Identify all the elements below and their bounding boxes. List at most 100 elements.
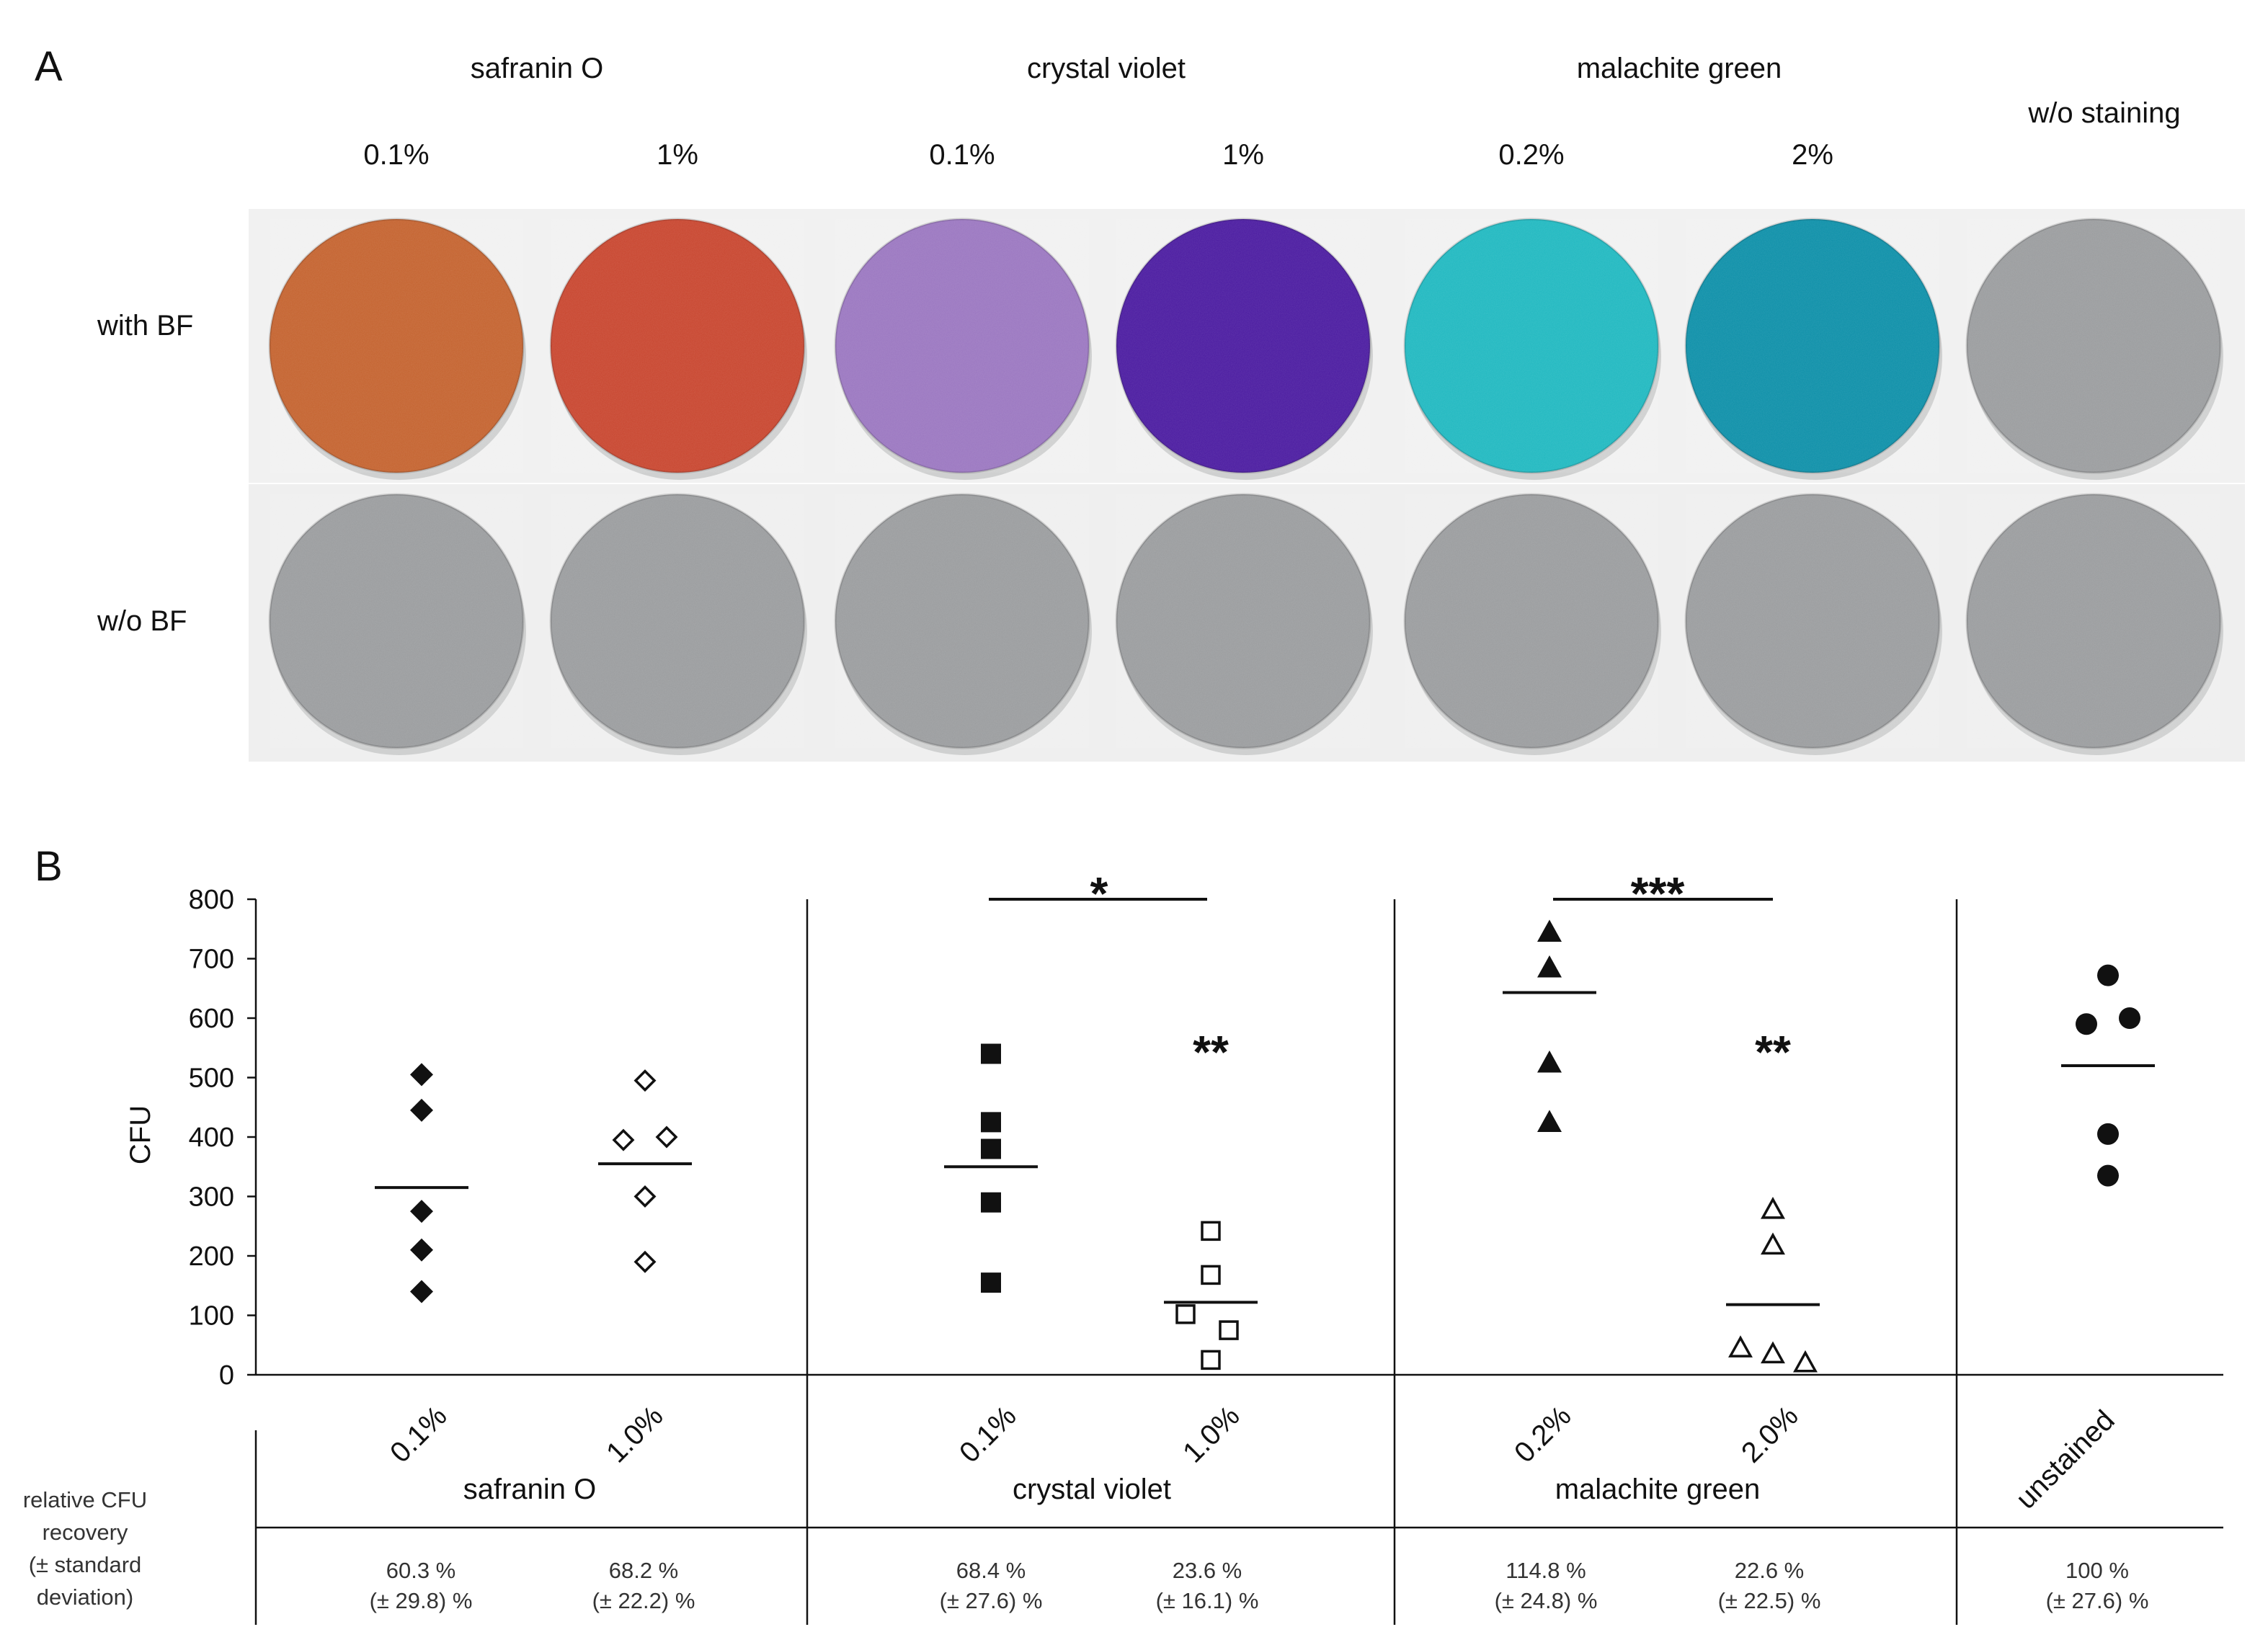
y-tick-label: 600 xyxy=(189,1004,234,1034)
data-point xyxy=(1537,919,1562,942)
chart-axes: CFU 0 100 200 300 400 500 600 700 800 xyxy=(125,885,2223,1625)
y-tick-label: 200 xyxy=(189,1241,234,1272)
disc-photo-with-bf-1 xyxy=(549,218,807,480)
stat-malachite-low-sd: (± 24.8) % xyxy=(1495,1588,1598,1613)
series-unstained xyxy=(2061,964,2155,1187)
data-point xyxy=(2076,1013,2097,1035)
conc-label-safranin-high: 1% xyxy=(657,139,698,171)
conc-label-malachite-high: 2% xyxy=(1792,139,1833,171)
disc-photo-without-bf-2 xyxy=(834,493,1092,755)
data-point xyxy=(2097,1164,2119,1187)
group-label-malachite-green: malachite green xyxy=(1555,1474,1761,1505)
disc-photo-grid xyxy=(249,209,2245,762)
series-malachite-green-0-2- xyxy=(1503,919,1596,1132)
stat-safranin-low-sd: (± 29.8) % xyxy=(370,1588,473,1613)
data-point xyxy=(633,1069,657,1092)
series-safranin-o-0-1- xyxy=(375,1063,468,1303)
data-point xyxy=(410,1063,433,1087)
conc-label-crystal-high: 1% xyxy=(1222,139,1264,171)
conc-label-malachite-low: 0.2% xyxy=(1498,139,1564,171)
vs-unstained-mark-crystal: ** xyxy=(1193,1026,1229,1078)
disc-photo-with-bf-3 xyxy=(1115,218,1373,480)
group-label-crystal-violet: crystal violet xyxy=(1013,1474,1171,1505)
data-point xyxy=(410,1200,433,1223)
x-category-unstained: unstained xyxy=(2010,1404,2121,1515)
disc-photo-with-bf-6 xyxy=(1965,218,2223,480)
chart-plot xyxy=(375,919,2155,1373)
disc-photo-with-bf-5 xyxy=(1684,218,1942,480)
data-point xyxy=(612,1128,635,1151)
data-point xyxy=(2119,1007,2140,1029)
vs-unstained-mark-malachite: ** xyxy=(1755,1026,1791,1078)
data-point xyxy=(1728,1335,1753,1358)
data-point xyxy=(1761,1232,1785,1255)
y-tick-label: 500 xyxy=(189,1064,234,1094)
disc-photo-without-bf-0 xyxy=(268,493,526,755)
y-tick-label: 100 xyxy=(189,1301,234,1332)
data-point xyxy=(633,1250,657,1273)
data-point xyxy=(1793,1350,1818,1373)
data-point xyxy=(410,1098,433,1122)
data-point xyxy=(1201,1350,1221,1370)
data-point xyxy=(410,1238,433,1262)
row-label-with-bf: with BF xyxy=(97,310,193,342)
data-point xyxy=(981,1112,1001,1133)
data-point xyxy=(1201,1265,1221,1285)
x-category-safranin-low: 0.1% xyxy=(384,1400,453,1469)
data-point xyxy=(1761,1341,1785,1364)
data-point xyxy=(981,1043,1001,1064)
conc-label-crystal-low: 0.1% xyxy=(929,139,995,171)
data-point xyxy=(2097,1123,2119,1145)
panel-a-letter: A xyxy=(35,43,63,90)
data-point xyxy=(1537,955,1562,978)
stat-crystal-low-mean: 68.4 % xyxy=(956,1558,1026,1583)
disc-photo-without-bf-4 xyxy=(1403,493,1661,755)
data-point xyxy=(1761,1197,1785,1219)
x-category-crystal-low: 0.1% xyxy=(953,1400,1023,1469)
dye-label-crystal-violet: crystal violet xyxy=(1027,53,1186,84)
data-point xyxy=(1175,1304,1196,1324)
disc-photo-without-bf-6 xyxy=(1965,493,2223,755)
data-point xyxy=(1201,1221,1221,1241)
stat-malachite-high-sd: (± 22.5) % xyxy=(1718,1588,1821,1613)
y-axis-label: CFU xyxy=(125,1105,156,1164)
dye-label-malachite-green: malachite green xyxy=(1577,53,1782,84)
significance-crystal-violet: * xyxy=(1090,868,1108,919)
stat-malachite-low-mean: 114.8 % xyxy=(1506,1558,1586,1583)
data-point xyxy=(981,1138,1001,1159)
data-point xyxy=(1537,1050,1562,1073)
significance-malachite-green: *** xyxy=(1631,868,1685,919)
data-point xyxy=(655,1125,678,1149)
series-crystal-violet-0-1- xyxy=(944,1043,1038,1293)
stat-malachite-high-mean: 22.6 % xyxy=(1735,1558,1805,1583)
series-safranin-o-1-0- xyxy=(598,1069,692,1273)
panel-b-letter: B xyxy=(35,843,63,890)
x-category-safranin-high: 1.0% xyxy=(600,1400,670,1469)
data-point xyxy=(1537,1110,1562,1132)
stat-crystal-low-sd: (± 27.6) % xyxy=(940,1588,1043,1613)
dye-label-safranin: safranin O xyxy=(471,53,604,84)
stat-crystal-high-mean: 23.6 % xyxy=(1173,1558,1242,1583)
data-point xyxy=(633,1185,657,1208)
stat-unstained-mean: 100 % xyxy=(2065,1558,2129,1583)
y-tick-label: 700 xyxy=(189,945,234,975)
x-category-malachite-high: 2.0% xyxy=(1735,1400,1805,1469)
conc-label-safranin-low: 0.1% xyxy=(363,139,429,171)
stat-safranin-high-sd: (± 22.2) % xyxy=(592,1588,695,1613)
data-point xyxy=(410,1280,433,1303)
y-tick-label: 0 xyxy=(219,1360,234,1391)
row-label-without-bf: w/o BF xyxy=(97,605,187,637)
y-tick-label: 300 xyxy=(189,1182,234,1213)
series-malachite-green-2-0- xyxy=(1726,1197,1820,1373)
group-label-safranin: safranin O xyxy=(463,1474,597,1505)
y-tick-label: 800 xyxy=(189,885,234,915)
stat-safranin-high-mean: 68.2 % xyxy=(609,1558,679,1583)
data-point xyxy=(981,1272,1001,1293)
y-tick-label: 400 xyxy=(189,1123,234,1153)
x-category-malachite-low: 0.2% xyxy=(1508,1400,1578,1469)
data-point xyxy=(981,1192,1001,1213)
disc-photo-without-bf-1 xyxy=(549,493,807,755)
stat-safranin-low-mean: 60.3 % xyxy=(386,1558,456,1583)
disc-photo-without-bf-5 xyxy=(1684,493,1942,755)
